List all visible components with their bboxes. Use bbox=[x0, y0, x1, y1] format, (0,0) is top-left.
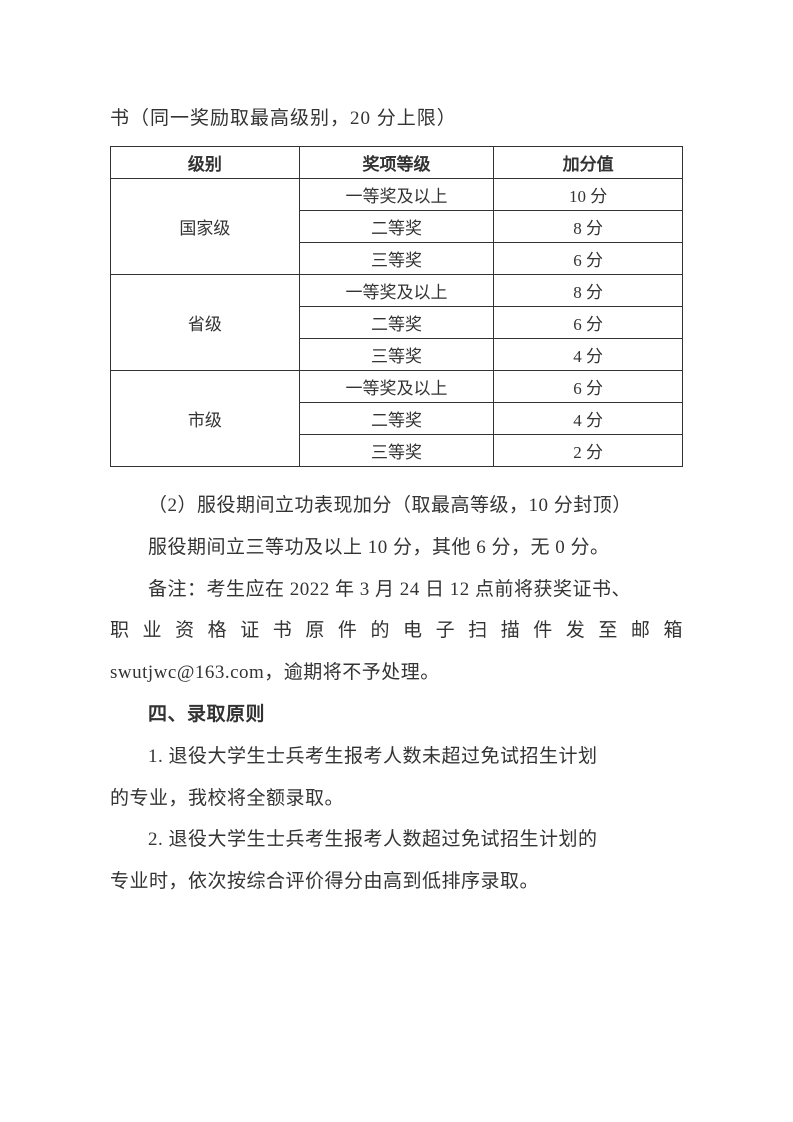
para-rule2-a: 2. 退役大学生士兵考生报考人数超过免试招生计划的 bbox=[110, 819, 683, 861]
cell-level: 国家级 bbox=[111, 179, 300, 275]
table-row: 省级一等奖及以上8 分 bbox=[111, 275, 683, 307]
table-body: 国家级一等奖及以上10 分二等奖8 分三等奖6 分省级一等奖及以上8 分二等奖6… bbox=[111, 179, 683, 467]
intro-text: 书（同一奖励取最高级别，20 分上限） bbox=[110, 100, 683, 138]
cell-level: 省级 bbox=[111, 275, 300, 371]
cell-score: 10 分 bbox=[494, 179, 683, 211]
header-grade: 奖项等级 bbox=[299, 147, 493, 179]
para-rule1-b: 的专业，我校将全额录取。 bbox=[110, 778, 683, 820]
cell-score: 6 分 bbox=[494, 371, 683, 403]
cell-grade: 三等奖 bbox=[299, 339, 493, 371]
cell-score: 4 分 bbox=[494, 339, 683, 371]
cell-score: 4 分 bbox=[494, 403, 683, 435]
cell-grade: 二等奖 bbox=[299, 307, 493, 339]
para-rule2-b: 专业时，依次按综合评价得分由高到低排序录取。 bbox=[110, 861, 683, 903]
cell-score: 6 分 bbox=[494, 243, 683, 275]
para-merit-detail: 服役期间立三等功及以上 10 分，其他 6 分，无 0 分。 bbox=[110, 527, 683, 569]
cell-grade: 一等奖及以上 bbox=[299, 275, 493, 307]
para-note-1: 备注：考生应在 2022 年 3 月 24 日 12 点前将获奖证书、 bbox=[110, 569, 683, 611]
para-rule1-a: 1. 退役大学生士兵考生报考人数未超过免试招生计划 bbox=[110, 736, 683, 778]
cell-score: 8 分 bbox=[494, 211, 683, 243]
cell-grade: 一等奖及以上 bbox=[299, 179, 493, 211]
cell-score: 2 分 bbox=[494, 435, 683, 467]
cell-level: 市级 bbox=[111, 371, 300, 467]
para-note-2: 职业资格证书原件的电子扫描件发至邮箱 bbox=[110, 610, 683, 652]
cell-grade: 三等奖 bbox=[299, 243, 493, 275]
para-merit-title: （2）服役期间立功表现加分（取最高等级，10 分封顶） bbox=[110, 485, 683, 527]
cell-score: 8 分 bbox=[494, 275, 683, 307]
cell-grade: 二等奖 bbox=[299, 403, 493, 435]
table-row: 国家级一等奖及以上10 分 bbox=[111, 179, 683, 211]
para-note-3: swutjwc@163.com，逾期将不予处理。 bbox=[110, 652, 683, 694]
cell-grade: 一等奖及以上 bbox=[299, 371, 493, 403]
table-row: 市级一等奖及以上6 分 bbox=[111, 371, 683, 403]
header-score: 加分值 bbox=[494, 147, 683, 179]
body-text: （2）服役期间立功表现加分（取最高等级，10 分封顶） 服役期间立三等功及以上 … bbox=[110, 485, 683, 903]
cell-grade: 三等奖 bbox=[299, 435, 493, 467]
table-header-row: 级别 奖项等级 加分值 bbox=[111, 147, 683, 179]
section-heading: 四、录取原则 bbox=[110, 694, 683, 736]
cell-grade: 二等奖 bbox=[299, 211, 493, 243]
cell-score: 6 分 bbox=[494, 307, 683, 339]
bonus-table: 级别 奖项等级 加分值 国家级一等奖及以上10 分二等奖8 分三等奖6 分省级一… bbox=[110, 146, 683, 467]
header-level: 级别 bbox=[111, 147, 300, 179]
